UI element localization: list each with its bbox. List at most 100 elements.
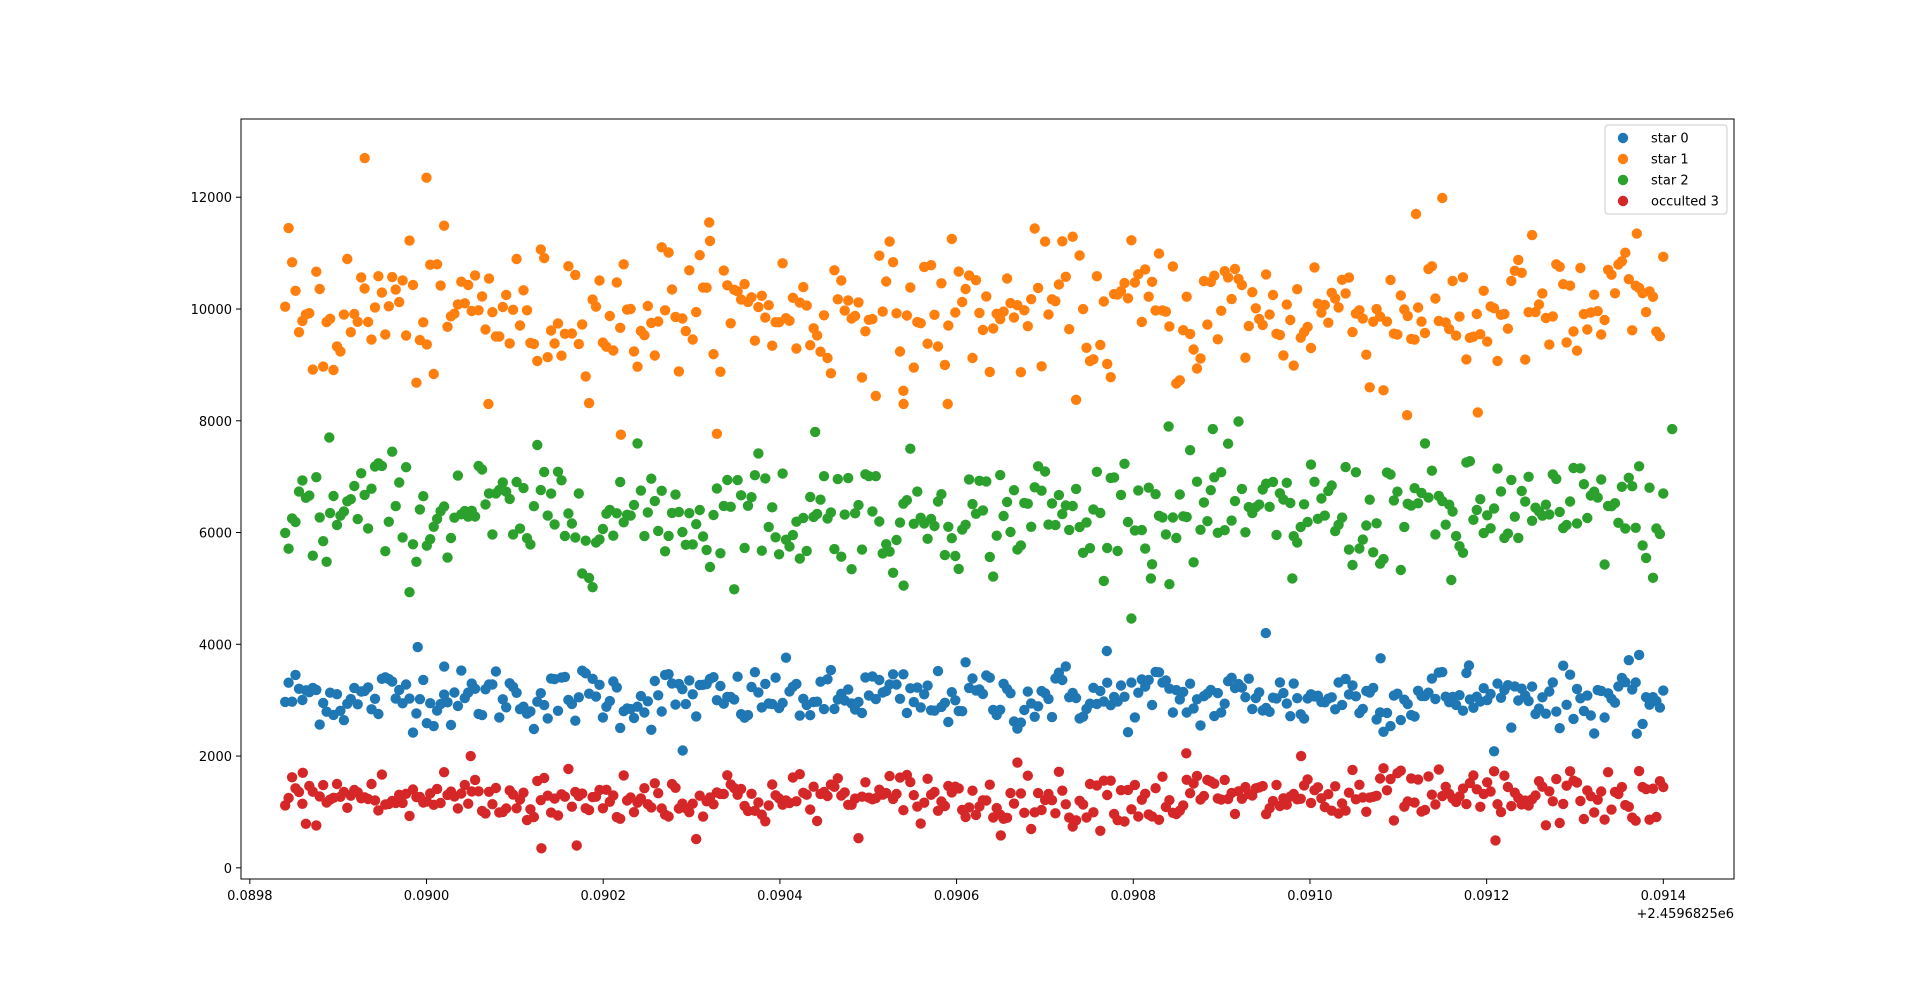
data-point xyxy=(1022,686,1033,697)
data-point xyxy=(639,330,650,341)
data-point xyxy=(1540,499,1552,510)
y-tick-label: 12000 xyxy=(191,191,232,206)
data-point xyxy=(794,769,805,780)
data-point xyxy=(438,220,450,231)
data-point xyxy=(1219,525,1230,536)
data-point xyxy=(335,346,346,357)
data-point xyxy=(1416,316,1427,327)
data-point xyxy=(957,706,968,717)
data-point xyxy=(1361,349,1372,360)
data-point xyxy=(1412,774,1424,785)
data-point xyxy=(549,519,560,530)
data-point xyxy=(1057,236,1068,247)
data-point xyxy=(1482,336,1493,347)
data-point xyxy=(1112,545,1123,557)
data-point xyxy=(653,788,664,799)
data-point xyxy=(570,532,581,543)
data-point xyxy=(1250,303,1262,314)
data-point xyxy=(1316,493,1327,504)
data-point xyxy=(597,712,609,723)
data-point xyxy=(1399,521,1410,533)
data-point xyxy=(563,261,574,272)
data-point xyxy=(767,779,778,790)
data-point xyxy=(1571,683,1583,695)
data-point xyxy=(1647,572,1659,583)
data-point xyxy=(867,506,878,517)
data-point xyxy=(1060,799,1072,810)
data-point xyxy=(1323,789,1334,800)
data-point xyxy=(1102,789,1113,801)
data-point xyxy=(1513,532,1524,544)
data-point xyxy=(1523,471,1534,482)
data-point xyxy=(1133,485,1144,496)
data-point xyxy=(687,689,698,700)
data-point xyxy=(314,512,325,523)
data-point xyxy=(1257,780,1268,792)
data-point xyxy=(1599,814,1610,825)
data-point xyxy=(715,548,726,559)
data-point xyxy=(390,284,401,295)
data-point xyxy=(1631,728,1643,739)
data-point xyxy=(1340,805,1351,816)
data-point xyxy=(818,471,830,482)
data-point xyxy=(539,699,550,711)
data-point xyxy=(324,432,335,443)
data-point xyxy=(318,361,329,372)
data-point xyxy=(811,696,823,707)
data-point xyxy=(1174,489,1186,500)
data-point xyxy=(753,797,764,808)
data-point xyxy=(1164,321,1175,332)
data-point xyxy=(1077,711,1089,722)
data-point xyxy=(977,505,989,516)
data-point xyxy=(694,504,705,516)
data-point xyxy=(369,795,381,806)
data-point xyxy=(1285,314,1296,326)
data-point xyxy=(1281,299,1293,310)
data-point xyxy=(801,300,812,311)
data-point xyxy=(407,727,419,738)
data-point xyxy=(1596,474,1607,485)
data-point xyxy=(431,783,443,795)
data-point xyxy=(732,286,743,297)
data-point xyxy=(504,493,515,505)
data-point xyxy=(1216,467,1227,478)
data-point xyxy=(891,679,902,690)
data-point xyxy=(922,533,933,544)
data-point xyxy=(1637,718,1648,730)
data-point xyxy=(1274,677,1286,688)
data-point xyxy=(1257,319,1268,331)
data-point xyxy=(957,296,968,308)
data-point xyxy=(1437,192,1448,204)
data-point xyxy=(1616,781,1628,793)
data-point xyxy=(283,677,294,688)
data-point xyxy=(1457,705,1469,716)
data-point xyxy=(1140,543,1151,554)
data-point xyxy=(1212,334,1224,345)
data-point xyxy=(394,477,405,488)
data-point xyxy=(884,770,895,782)
data-point xyxy=(532,355,543,367)
data-point xyxy=(1160,306,1172,317)
data-point xyxy=(1630,522,1641,533)
data-point xyxy=(1620,523,1631,534)
data-point xyxy=(677,526,688,538)
data-point xyxy=(984,779,995,790)
data-point xyxy=(611,277,622,288)
legend-label: star 1 xyxy=(1651,153,1689,168)
data-point xyxy=(670,782,681,793)
data-point xyxy=(425,534,436,545)
data-point xyxy=(1053,279,1065,290)
data-point xyxy=(1029,711,1040,722)
data-point xyxy=(335,705,346,716)
data-point xyxy=(1423,687,1434,698)
data-point xyxy=(1015,367,1027,378)
data-point xyxy=(580,535,591,546)
data-point xyxy=(839,305,850,316)
data-point xyxy=(590,301,602,312)
data-point xyxy=(1302,774,1313,785)
data-point xyxy=(583,572,595,584)
data-point xyxy=(1288,678,1299,689)
data-point xyxy=(839,787,850,798)
data-point xyxy=(849,310,861,322)
